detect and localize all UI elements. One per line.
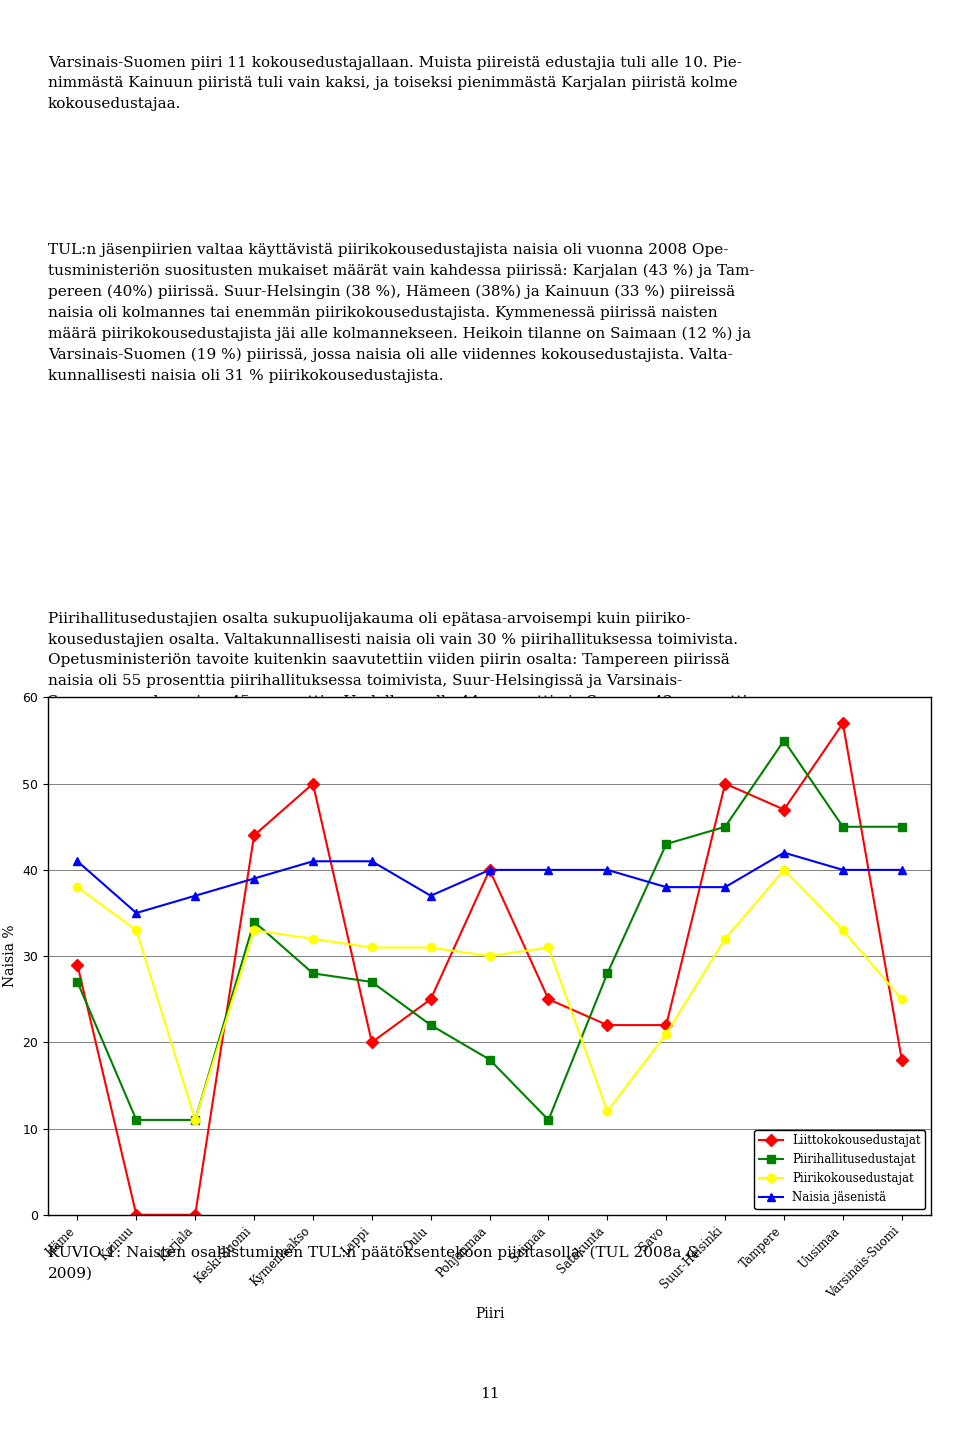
Line: Piirihallitusedustajat: Piirihallitusedustajat	[73, 736, 906, 1125]
Line: Piirikokousedustajat: Piirikokousedustajat	[73, 866, 906, 1125]
Piirihallitusedustajat	[484, 1051, 495, 1068]
Piirikokousedustajat	[189, 1112, 201, 1129]
Line: Naisia jäsenistä: Naisia jäsenistä	[73, 848, 906, 917]
Liittokokousedustajat	[484, 861, 495, 879]
Piirikokousedustajat	[484, 948, 495, 965]
Naisia jäsenistä	[131, 905, 142, 922]
Piirihallitusedustajat	[542, 1112, 554, 1129]
Text: Piirihallitusedustajien osalta sukupuolijakauma oli epätasa-arvoisempi kuin piir: Piirihallitusedustajien osalta sukupuoli…	[48, 613, 761, 751]
X-axis label: Piiri: Piiri	[475, 1307, 504, 1322]
Naisia jäsenistä	[249, 870, 260, 887]
Piirikokousedustajat	[896, 991, 907, 1008]
Naisia jäsenistä	[837, 861, 849, 879]
Piirihallitusedustajat	[131, 1112, 142, 1129]
Piirihallitusedustajat	[779, 732, 790, 749]
Piirikokousedustajat	[131, 922, 142, 939]
Piirihallitusedustajat	[249, 913, 260, 930]
Naisia jäsenistä	[189, 887, 201, 905]
Naisia jäsenistä	[484, 861, 495, 879]
Naisia jäsenistä	[779, 844, 790, 861]
Y-axis label: Naisia %: Naisia %	[3, 925, 16, 988]
Piirihallitusedustajat	[307, 965, 319, 982]
Piirihallitusedustajat	[366, 974, 377, 991]
Naisia jäsenistä	[602, 861, 613, 879]
Piirihallitusedustajat	[425, 1017, 437, 1034]
Piirikokousedustajat	[660, 1025, 672, 1043]
Piirihallitusedustajat	[72, 974, 84, 991]
Liittokokousedustajat	[425, 991, 437, 1008]
Liittokokousedustajat	[660, 1017, 672, 1034]
Piirihallitusedustajat	[896, 818, 907, 835]
Text: KUVIO 1: Naisten osallistuminen TUL:n päätöksentekoon piiritasolla. (TUL 2008a &: KUVIO 1: Naisten osallistuminen TUL:n pä…	[48, 1245, 700, 1280]
Legend: Liittokokousedustajat, Piirihallitusedustajat, Piirikokousedustajat, Naisia jäse: Liittokokousedustajat, Piirihallitusedus…	[755, 1130, 925, 1209]
Piirihallitusedustajat	[837, 818, 849, 835]
Piirikokousedustajat	[837, 922, 849, 939]
Liittokokousedustajat	[719, 775, 731, 792]
Piirikokousedustajat	[779, 861, 790, 879]
Text: TUL:n jäsenpiirien valtaa käyttävistä piirikokousedustajista naisia oli vuonna 2: TUL:n jäsenpiirien valtaa käyttävistä pi…	[48, 243, 755, 383]
Text: 11: 11	[480, 1386, 499, 1401]
Piirikokousedustajat	[602, 1103, 613, 1120]
Piirikokousedustajat	[249, 922, 260, 939]
Naisia jäsenistä	[660, 879, 672, 896]
Naisia jäsenistä	[425, 887, 437, 905]
Liittokokousedustajat	[249, 827, 260, 844]
Naisia jäsenistä	[72, 853, 84, 870]
Naisia jäsenistä	[719, 879, 731, 896]
Naisia jäsenistä	[542, 861, 554, 879]
Piirihallitusedustajat	[660, 835, 672, 853]
Piirikokousedustajat	[542, 939, 554, 956]
Piirikokousedustajat	[366, 939, 377, 956]
Line: Liittokokousedustajat: Liittokokousedustajat	[73, 719, 906, 1219]
Text: Varsinais-Suomen piiri 11 kokousedustajallaan. Muista piireistä edustajia tuli a: Varsinais-Suomen piiri 11 kokousedustaja…	[48, 56, 742, 111]
Piirikokousedustajat	[307, 930, 319, 948]
Piirikokousedustajat	[425, 939, 437, 956]
Liittokokousedustajat	[366, 1034, 377, 1051]
Liittokokousedustajat	[131, 1206, 142, 1224]
Piirihallitusedustajat	[189, 1112, 201, 1129]
Liittokokousedustajat	[542, 991, 554, 1008]
Piirihallitusedustajat	[602, 965, 613, 982]
Naisia jäsenistä	[366, 853, 377, 870]
Liittokokousedustajat	[72, 956, 84, 974]
Liittokokousedustajat	[837, 715, 849, 732]
Liittokokousedustajat	[602, 1017, 613, 1034]
Liittokokousedustajat	[896, 1051, 907, 1068]
Naisia jäsenistä	[896, 861, 907, 879]
Liittokokousedustajat	[779, 801, 790, 818]
Piirikokousedustajat	[72, 879, 84, 896]
Piirikokousedustajat	[719, 930, 731, 948]
Liittokokousedustajat	[307, 775, 319, 792]
Naisia jäsenistä	[307, 853, 319, 870]
Piirihallitusedustajat	[719, 818, 731, 835]
Liittokokousedustajat	[189, 1206, 201, 1224]
